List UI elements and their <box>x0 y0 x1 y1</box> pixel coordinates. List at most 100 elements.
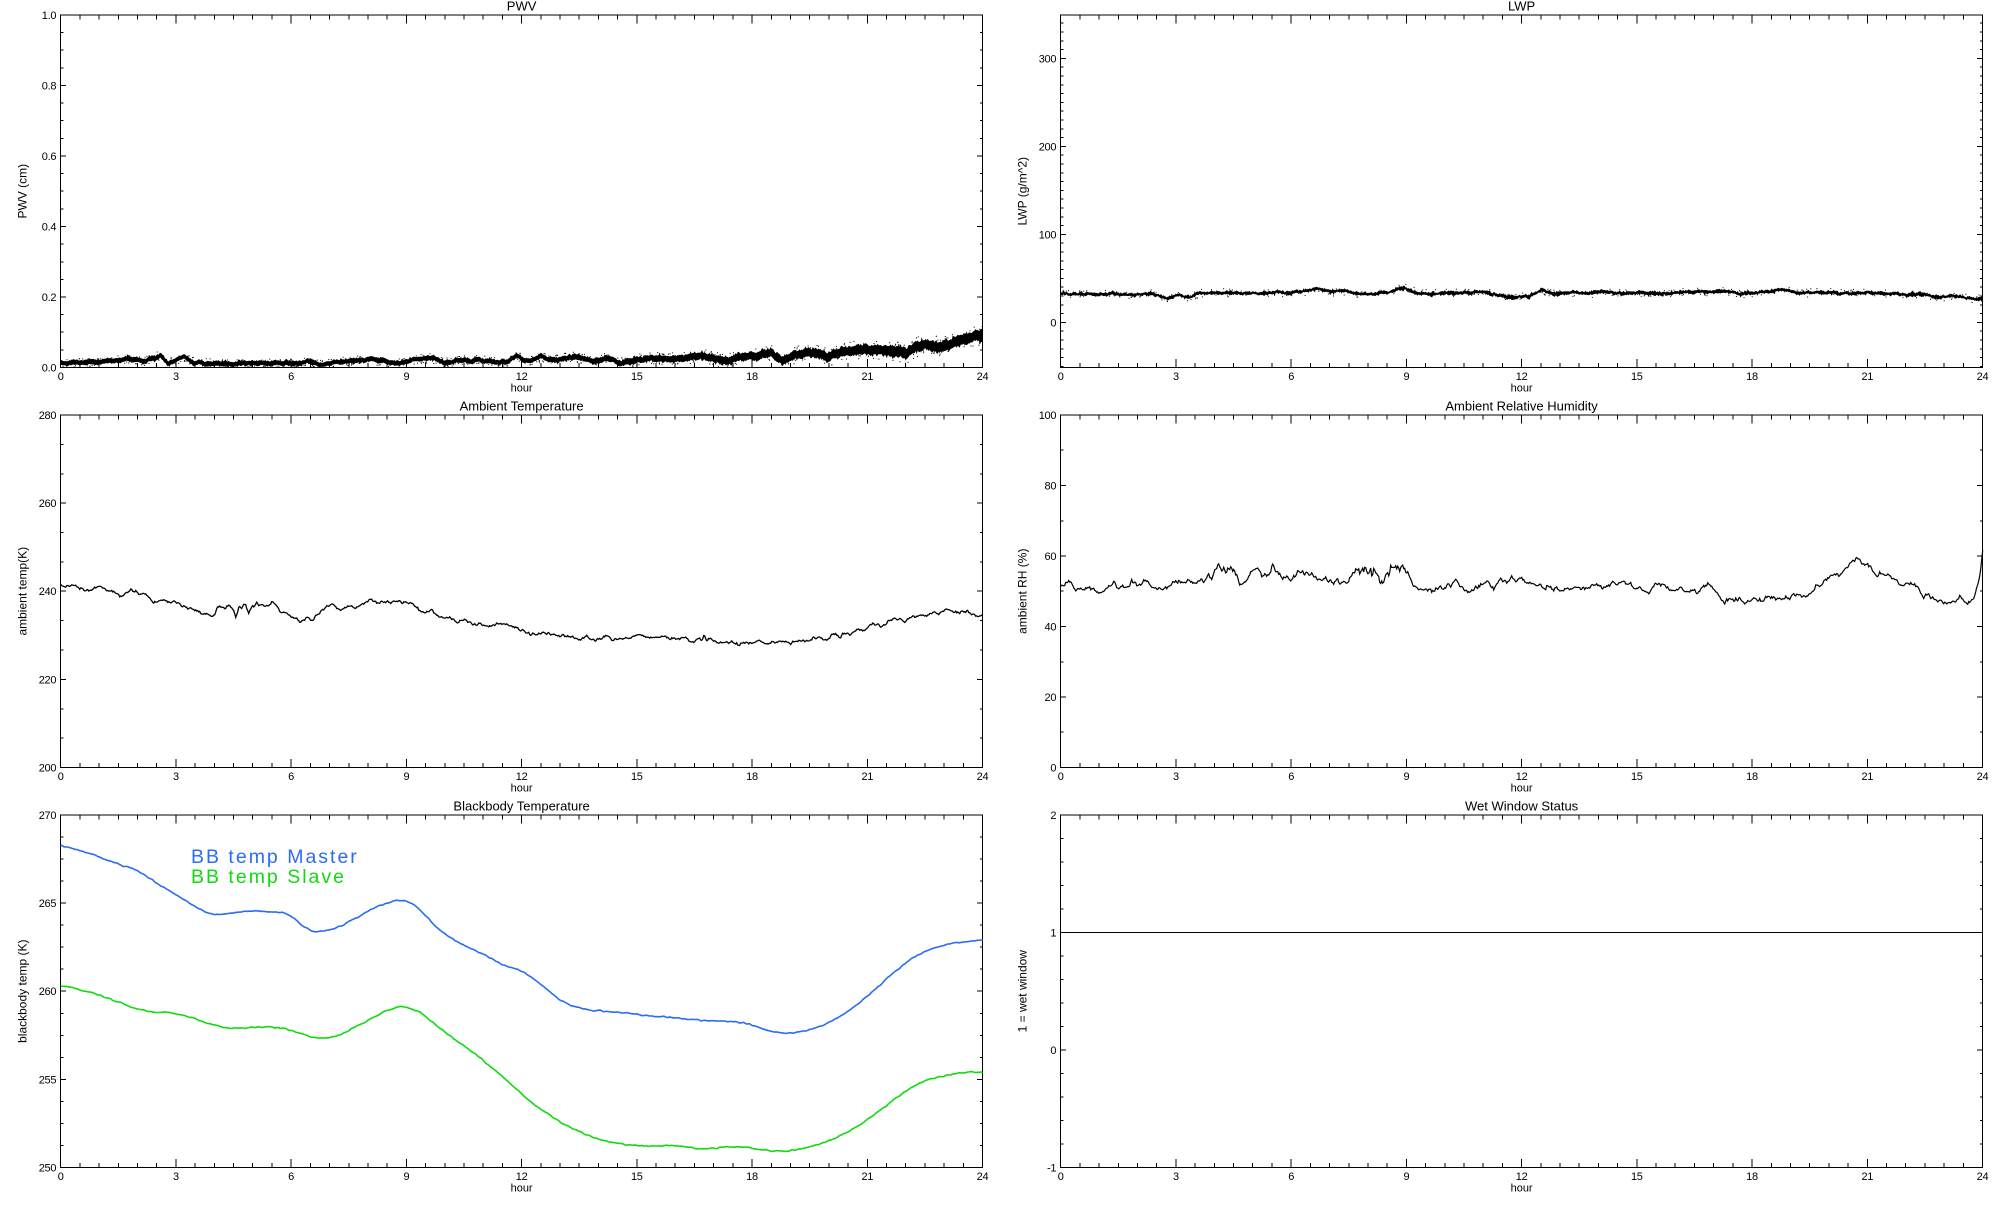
svg-text:2: 2 <box>1050 810 1056 822</box>
svg-text:blackbody temp (K): blackbody temp (K) <box>16 940 30 1043</box>
svg-text:80: 80 <box>1045 481 1057 493</box>
svg-text:24: 24 <box>977 371 989 383</box>
svg-text:Ambient Relative Humidity: Ambient Relative Humidity <box>1445 399 1598 414</box>
svg-text:Wet Window Status: Wet Window Status <box>1465 799 1579 814</box>
svg-text:9: 9 <box>403 371 409 383</box>
svg-text:280: 280 <box>39 410 57 422</box>
svg-text:6: 6 <box>288 371 294 383</box>
svg-text:ambient temp(K): ambient temp(K) <box>16 547 30 636</box>
svg-text:3: 3 <box>173 1171 179 1183</box>
svg-text:9: 9 <box>1403 371 1409 383</box>
svg-text:0: 0 <box>1050 1045 1056 1057</box>
svg-text:BB temp Slave: BB temp Slave <box>191 866 346 888</box>
svg-text:15: 15 <box>1631 371 1643 383</box>
svg-text:12: 12 <box>1516 371 1528 383</box>
svg-text:15: 15 <box>1631 1171 1643 1183</box>
svg-text:6: 6 <box>1288 371 1294 383</box>
svg-text:0.6: 0.6 <box>42 151 57 163</box>
svg-text:0.2: 0.2 <box>42 292 57 304</box>
svg-text:PWV: PWV <box>507 0 537 14</box>
svg-text:3: 3 <box>1173 1171 1179 1183</box>
svg-text:200: 200 <box>1039 141 1057 153</box>
svg-text:15: 15 <box>1631 771 1643 783</box>
svg-text:PWV (cm): PWV (cm) <box>16 164 30 219</box>
svg-text:265: 265 <box>39 898 57 910</box>
svg-text:0: 0 <box>1058 371 1064 383</box>
svg-text:21: 21 <box>1861 1171 1873 1183</box>
svg-text:21: 21 <box>1861 771 1873 783</box>
svg-text:18: 18 <box>1746 771 1758 783</box>
svg-text:3: 3 <box>1173 771 1179 783</box>
svg-text:3: 3 <box>1173 371 1179 383</box>
svg-text:0.4: 0.4 <box>42 222 57 234</box>
svg-text:BB temp Master: BB temp Master <box>191 846 359 868</box>
svg-text:0: 0 <box>58 1171 64 1183</box>
svg-text:12: 12 <box>1516 1171 1528 1183</box>
svg-text:0: 0 <box>1058 1171 1064 1183</box>
svg-text:18: 18 <box>1746 371 1758 383</box>
svg-text:18: 18 <box>746 371 758 383</box>
svg-text:200: 200 <box>39 763 57 775</box>
svg-text:6: 6 <box>288 1171 294 1183</box>
svg-text:12: 12 <box>516 371 528 383</box>
svg-text:260: 260 <box>39 986 57 998</box>
svg-text:15: 15 <box>631 1171 643 1183</box>
svg-text:1 = wet window: 1 = wet window <box>1016 950 1030 1033</box>
svg-text:12: 12 <box>516 1171 528 1183</box>
svg-text:12: 12 <box>516 771 528 783</box>
svg-text:Blackbody Temperature: Blackbody Temperature <box>453 799 589 814</box>
svg-text:12: 12 <box>1516 771 1528 783</box>
svg-text:100: 100 <box>1039 229 1057 241</box>
svg-text:hour: hour <box>511 1182 533 1194</box>
svg-text:40: 40 <box>1045 622 1057 634</box>
svg-text:21: 21 <box>1861 371 1873 383</box>
svg-text:1.0: 1.0 <box>42 10 57 22</box>
svg-text:6: 6 <box>1288 1171 1294 1183</box>
svg-text:0: 0 <box>58 371 64 383</box>
svg-text:220: 220 <box>39 674 57 686</box>
svg-text:hour: hour <box>1511 1182 1533 1194</box>
svg-text:0: 0 <box>58 771 64 783</box>
svg-text:9: 9 <box>1403 1171 1409 1183</box>
svg-text:255: 255 <box>39 1074 57 1086</box>
svg-text:6: 6 <box>288 771 294 783</box>
svg-text:20: 20 <box>1045 692 1057 704</box>
svg-text:0: 0 <box>1058 771 1064 783</box>
svg-text:300: 300 <box>1039 53 1057 65</box>
svg-text:240: 240 <box>39 586 57 598</box>
svg-text:21: 21 <box>861 771 873 783</box>
svg-text:24: 24 <box>977 771 989 783</box>
svg-text:21: 21 <box>861 371 873 383</box>
svg-text:0: 0 <box>1050 317 1056 329</box>
svg-text:LWP: LWP <box>1508 0 1535 14</box>
svg-text:3: 3 <box>173 371 179 383</box>
svg-text:21: 21 <box>861 1171 873 1183</box>
svg-text:260: 260 <box>39 498 57 510</box>
svg-text:24: 24 <box>1977 1171 1989 1183</box>
svg-text:24: 24 <box>977 1171 989 1183</box>
svg-text:15: 15 <box>631 771 643 783</box>
svg-text:0.0: 0.0 <box>42 363 57 375</box>
svg-text:0.8: 0.8 <box>42 81 57 93</box>
svg-text:hour: hour <box>1511 382 1533 394</box>
svg-text:9: 9 <box>403 1171 409 1183</box>
svg-text:250: 250 <box>39 1163 57 1175</box>
svg-text:LWP (g/m^2): LWP (g/m^2) <box>1016 157 1030 226</box>
svg-text:18: 18 <box>746 1171 758 1183</box>
svg-text:ambient RH (%): ambient RH (%) <box>1016 549 1030 634</box>
svg-text:hour: hour <box>1511 782 1533 794</box>
svg-text:60: 60 <box>1045 551 1057 563</box>
svg-text:24: 24 <box>1977 371 1989 383</box>
svg-text:18: 18 <box>746 771 758 783</box>
svg-text:9: 9 <box>1403 771 1409 783</box>
svg-text:hour: hour <box>511 382 533 394</box>
svg-text:-1: -1 <box>1047 1163 1056 1175</box>
svg-text:270: 270 <box>39 810 57 822</box>
svg-text:9: 9 <box>403 771 409 783</box>
svg-text:18: 18 <box>1746 1171 1758 1183</box>
svg-text:Ambient Temperature: Ambient Temperature <box>460 399 584 414</box>
svg-text:3: 3 <box>173 771 179 783</box>
svg-text:24: 24 <box>1977 771 1989 783</box>
svg-text:hour: hour <box>511 782 533 794</box>
svg-text:6: 6 <box>1288 771 1294 783</box>
